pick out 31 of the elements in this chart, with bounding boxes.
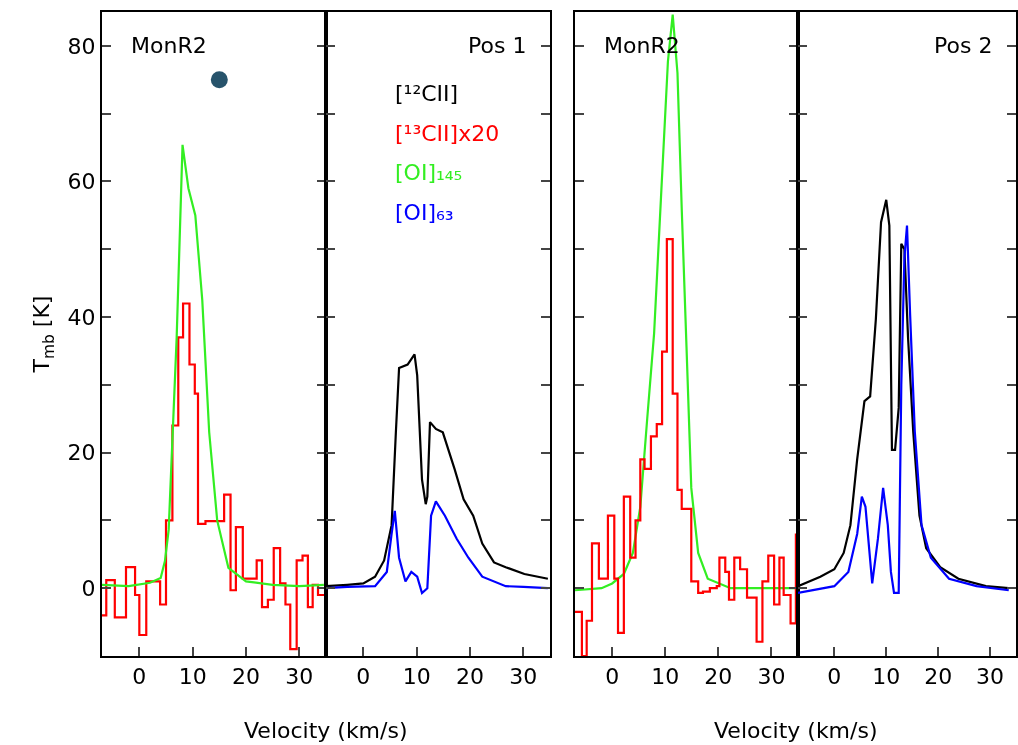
x-tick-label: 20 xyxy=(232,664,260,690)
x-tick-label: 20 xyxy=(924,664,953,690)
y-tick-label: 20 xyxy=(67,440,96,466)
text: [¹³CII]x20 xyxy=(395,121,500,146)
x-tick-label: 30 xyxy=(757,664,786,690)
x-axis-title: Velocity (km/s) xyxy=(714,718,878,743)
x-axis-title: Velocity (km/s) xyxy=(244,718,408,743)
x-tick-label: 0 xyxy=(605,664,620,690)
x-tick-label: 20 xyxy=(704,664,733,690)
x-tick-label: 10 xyxy=(178,664,207,690)
annotation: Pos 1 xyxy=(468,33,527,58)
text: [OI]₁₄₅ xyxy=(395,160,463,185)
line-series xyxy=(102,143,325,588)
x-tick-label: 20 xyxy=(456,664,484,690)
x-tick-label: 30 xyxy=(285,664,314,690)
x-tick-label: 30 xyxy=(976,664,1005,690)
y-tick-label: 80 xyxy=(67,33,96,59)
y-tick-label: 0 xyxy=(81,575,96,601)
x-tick-label: 30 xyxy=(509,664,538,690)
x-tick-label: 10 xyxy=(872,664,901,690)
y-tick-label: 60 xyxy=(67,169,96,195)
text: [¹²CII] xyxy=(395,81,459,106)
text: [OI]₆₃ xyxy=(395,200,454,225)
x-tick-label: 10 xyxy=(651,664,680,690)
x-tick-label: 0 xyxy=(356,664,371,690)
x-tick-label: 10 xyxy=(402,664,431,690)
annotation: Pos 2 xyxy=(934,33,993,58)
x-tick-label: 0 xyxy=(827,664,842,690)
annotation: MonR2 xyxy=(131,33,207,58)
x-tick-label: 0 xyxy=(132,664,147,690)
y-tick-label: 40 xyxy=(67,304,96,330)
